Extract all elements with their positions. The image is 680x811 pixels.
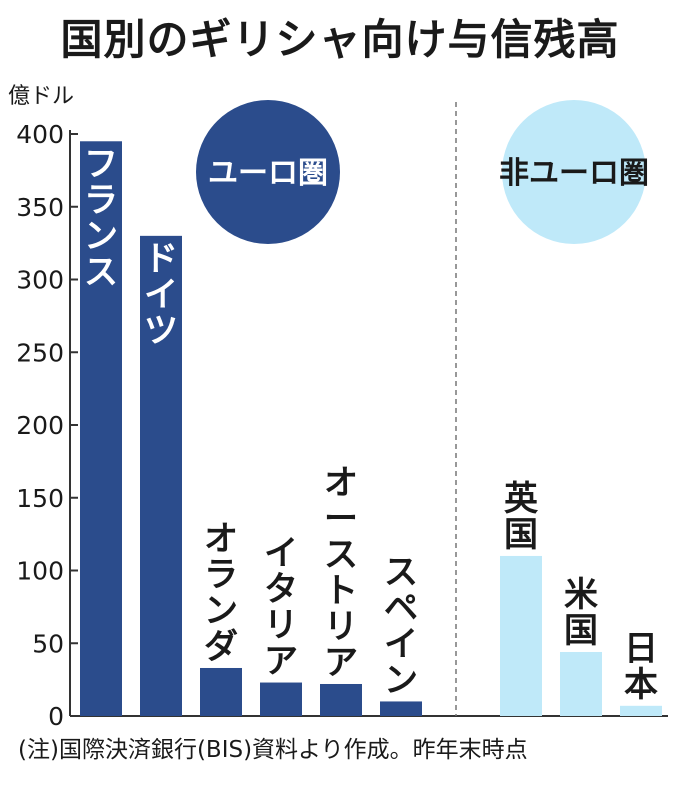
category-label: ドイツ [144, 239, 178, 351]
group-circle [502, 100, 646, 244]
y-tick-label: 200 [16, 411, 64, 440]
bar [260, 682, 302, 716]
bar [80, 141, 122, 716]
chart-title: 国別のギリシャ向け与信残高 [60, 15, 620, 64]
category-label: 日本 [624, 629, 658, 705]
category-label: 英国 [504, 479, 539, 555]
bar [200, 667, 242, 716]
bar [620, 705, 662, 716]
y-tick-label: 100 [16, 557, 64, 586]
y-tick-label: 150 [16, 484, 64, 513]
y-tick-label: 50 [32, 629, 64, 658]
y-tick-label: 0 [48, 702, 64, 730]
group-label: ユーロ圏 [208, 156, 328, 191]
group-label: 非ユーロ圏 [499, 156, 649, 191]
bar [380, 701, 422, 716]
bar [560, 651, 602, 716]
category-label: イタリア [264, 534, 298, 682]
category-label: オランダ [204, 519, 238, 667]
category-label: フランス [84, 144, 118, 292]
y-tick-label: 300 [16, 266, 64, 295]
y-tick-label: 350 [16, 193, 64, 222]
bar [320, 683, 362, 716]
y-tick-label: 400 [16, 120, 64, 149]
bar [140, 235, 182, 716]
category-label: スペイン [384, 552, 418, 700]
bar [500, 555, 542, 716]
category-label: 米国 [564, 575, 598, 651]
group-circle [196, 100, 340, 244]
category-label: オーストリア [324, 463, 358, 683]
bar-chart: 0 50 100 150 200 250 300 350 400 ユーロ圏 フランス ドイツオランダイ… [16, 100, 668, 730]
source-note: (注)国際決済銀行(BIS)資料より作成。昨年末時点 [18, 737, 528, 763]
y-tick-label: 250 [16, 338, 64, 367]
y-axis-unit: 億ドル [8, 84, 75, 109]
